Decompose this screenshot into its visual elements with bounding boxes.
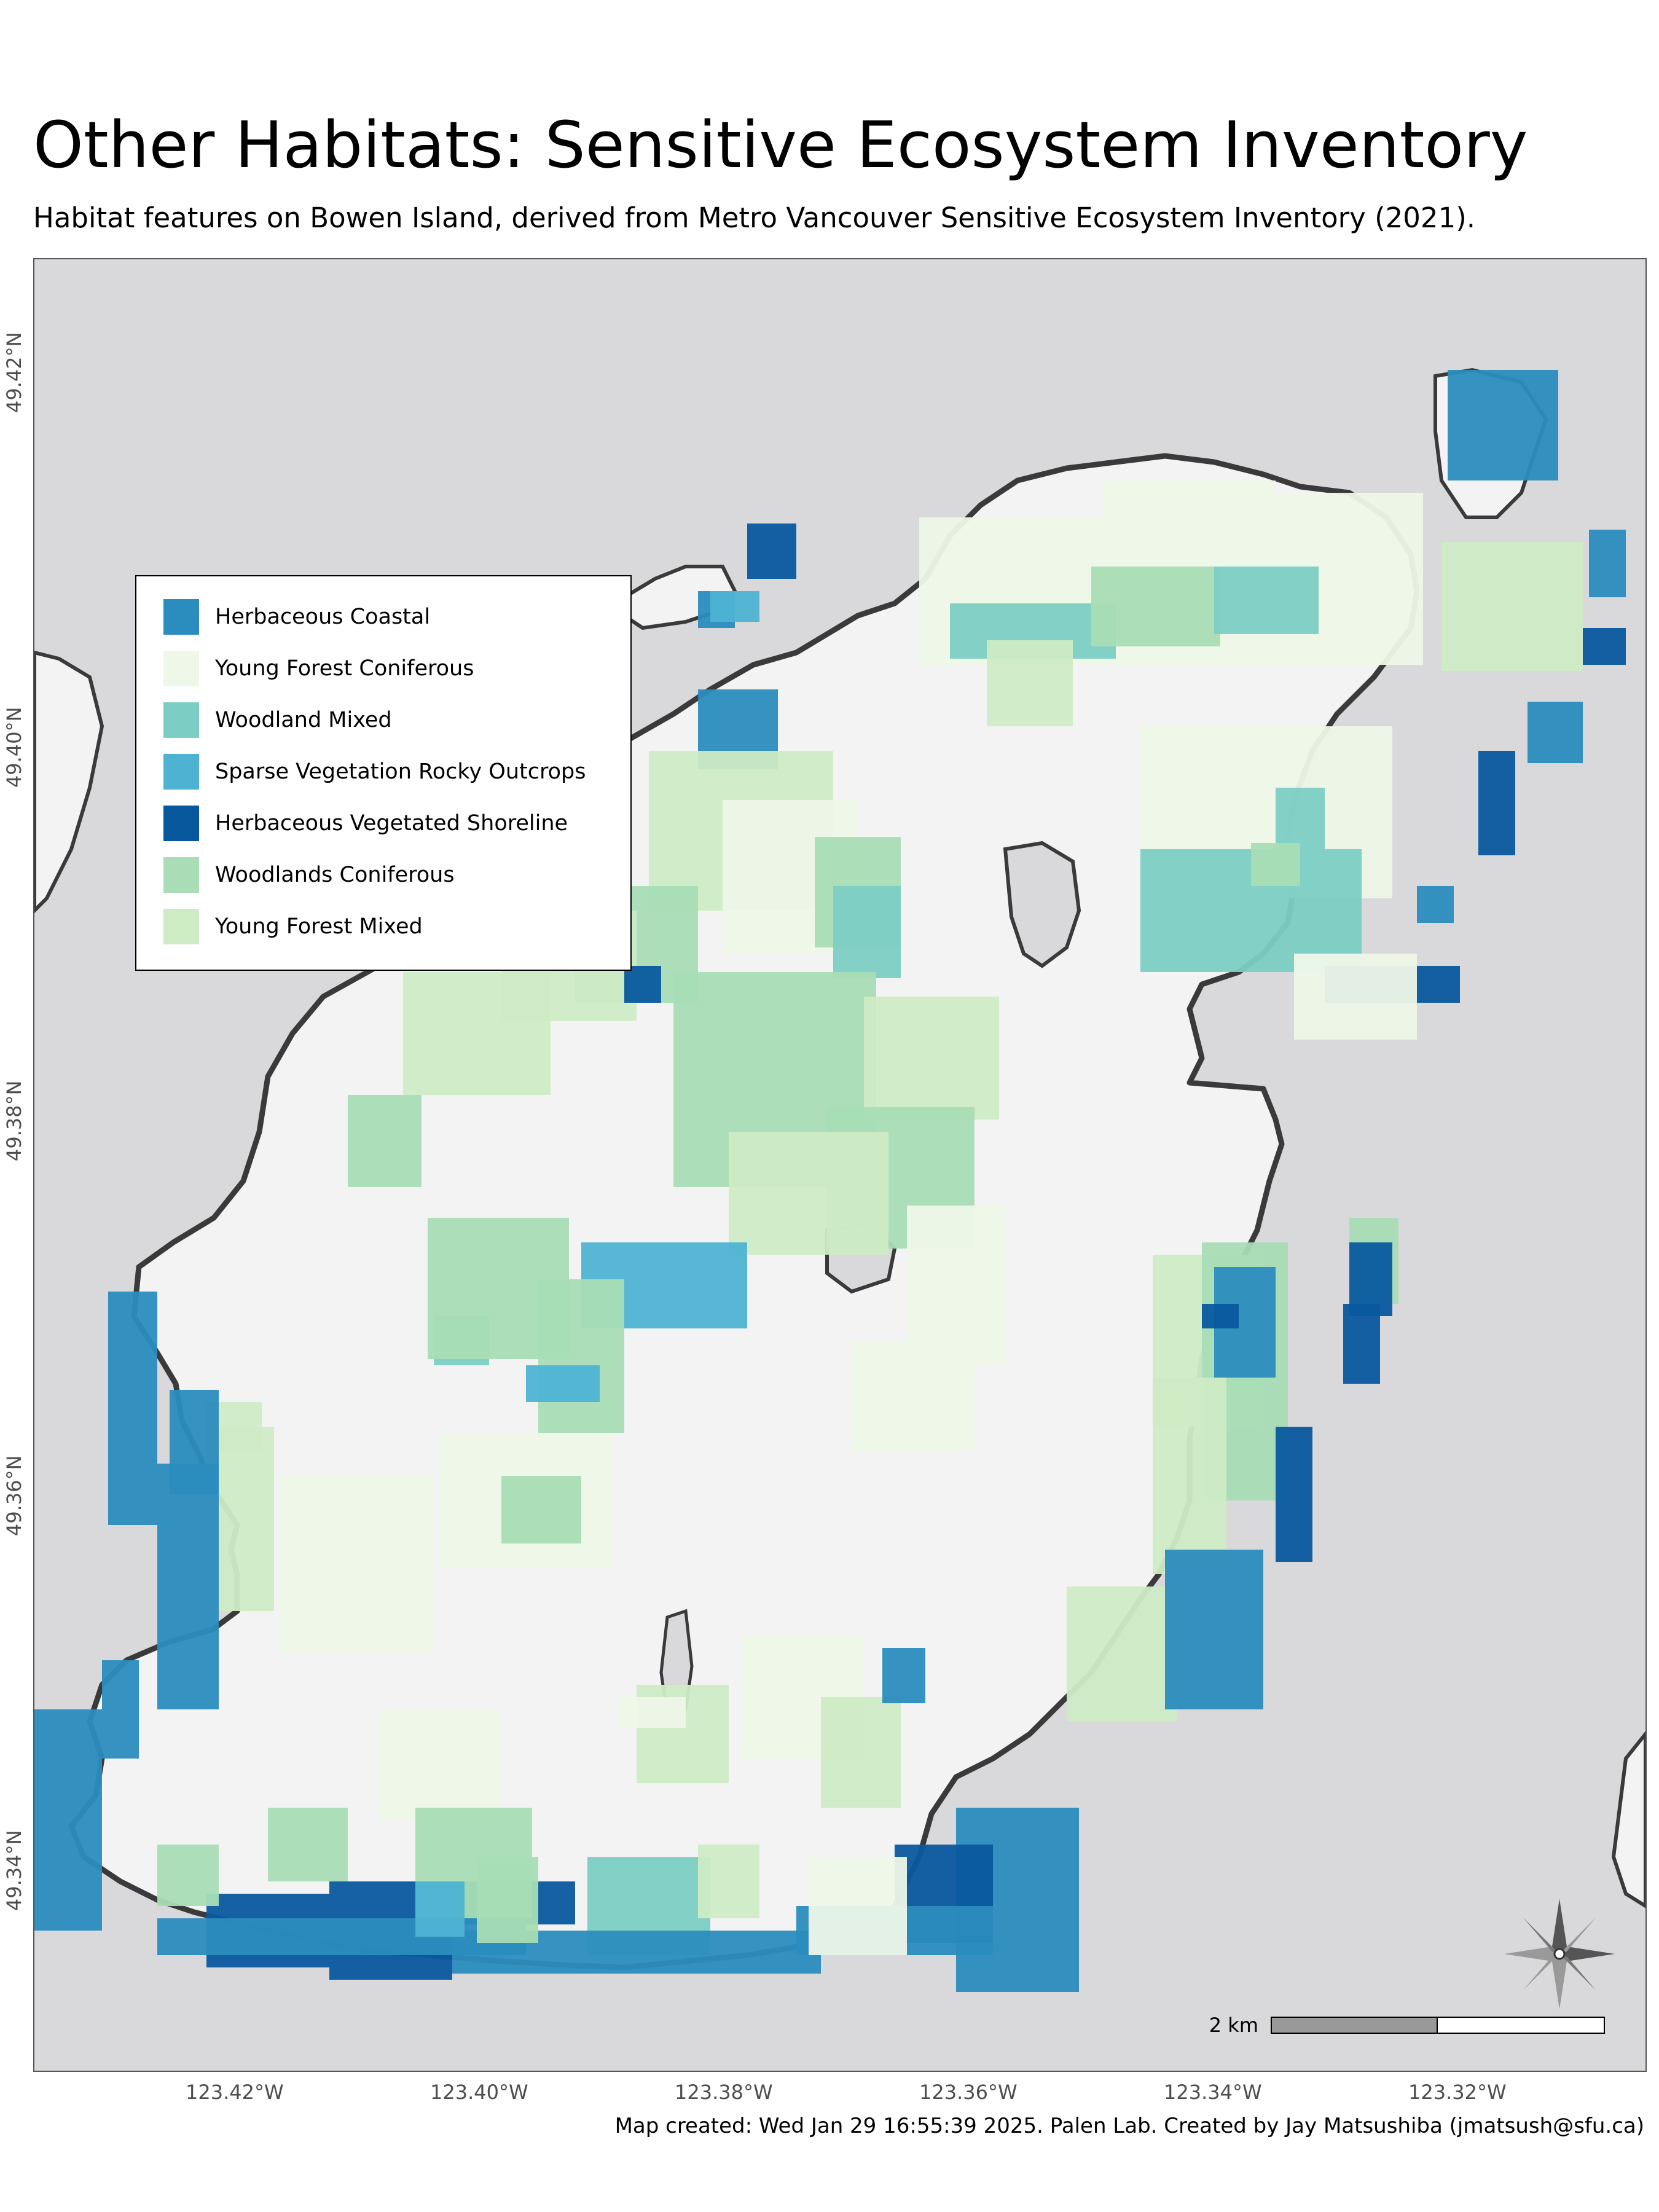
legend-swatch <box>163 754 199 790</box>
legend-label: Young Forest Mixed <box>215 914 423 939</box>
latitude-tick-label: 49.38°N <box>2 1080 26 1161</box>
habitat-patch <box>809 1857 907 1955</box>
habitat-patch <box>102 1660 139 1759</box>
latitude-tick-label: 49.34°N <box>2 1830 26 1911</box>
habitat-patch <box>157 1464 219 1709</box>
habitat-patch <box>1448 370 1558 480</box>
habitat-patch <box>864 997 999 1120</box>
longitude-tick-label: 123.38°W <box>675 2081 773 2104</box>
mainland-right <box>1611 1731 1645 1908</box>
habitat-patch <box>907 1206 1005 1365</box>
habitat-patch <box>157 1845 219 1906</box>
longitude-tick-label: 123.42°W <box>186 2081 284 2104</box>
scale-segment-dark <box>1271 2017 1438 2034</box>
habitat-patch <box>882 1648 925 1703</box>
habitat-patch <box>1589 530 1626 597</box>
habitat-patch <box>1441 542 1583 671</box>
legend-swatch <box>163 909 199 944</box>
habitat-patch <box>833 886 901 978</box>
habitat-patch <box>268 1808 348 1881</box>
habitat-patch <box>280 1476 434 1654</box>
habitat-patch <box>1528 702 1583 763</box>
habitat-patch <box>1276 788 1325 849</box>
habitat-patch <box>852 1341 975 1451</box>
habitat-patch <box>1294 954 1417 1040</box>
latitude-tick-label: 49.42°N <box>2 332 26 413</box>
scale-bar: 2 km <box>1209 2012 1605 2039</box>
habitat-patch <box>1349 1242 1392 1316</box>
habitat-patch <box>378 1709 501 1820</box>
longitude-tick-label: 123.34°W <box>1164 2081 1262 2104</box>
habitat-patch <box>821 1697 901 1808</box>
habitat-patch <box>108 1292 157 1525</box>
habitat-patch <box>710 591 759 622</box>
legend-item: Herbaceous Vegetated Shoreline <box>163 806 568 841</box>
habitat-patch <box>1276 1427 1312 1562</box>
legend-label: Sparse Vegetation Rocky Outcrops <box>215 759 586 784</box>
habitat-patches <box>34 370 1626 1992</box>
habitat-patch <box>624 966 661 1003</box>
habitat-patch <box>477 1857 538 1943</box>
map-subtitle: Habitat features on Bowen Island, derive… <box>33 202 1476 234</box>
habitat-patch <box>403 972 551 1095</box>
legend-swatch <box>163 702 199 738</box>
map-title: Other Habitats: Sensitive Ecosystem Inve… <box>33 108 1528 182</box>
map-panel[interactable]: Herbaceous Coastal Young Forest Coniferou… <box>33 258 1647 2072</box>
habitat-patch <box>1214 567 1319 634</box>
habitat-patch <box>1583 628 1626 665</box>
habitat-patch <box>1202 1304 1239 1328</box>
legend-label: Woodlands Coniferous <box>215 863 455 887</box>
habitat-patch <box>1091 567 1220 646</box>
habitat-patch <box>747 524 796 579</box>
habitat-patch <box>698 1845 759 1918</box>
latitude-tick-label: 49.40°N <box>2 707 26 788</box>
legend-item: Young Forest Coniferous <box>163 651 474 686</box>
habitat-patch <box>34 1709 102 1931</box>
habitat-patch <box>1417 886 1454 923</box>
legend-item: Sparse Vegetation Rocky Outcrops <box>163 754 586 790</box>
scale-label: 2 km <box>1209 2014 1258 2037</box>
habitat-patch <box>1251 843 1300 886</box>
habitat-patch <box>1165 1550 1263 1709</box>
map-caption: Map created: Wed Jan 29 16:55:39 2025. P… <box>614 2114 1644 2138</box>
longitude-tick-label: 123.40°W <box>430 2081 528 2104</box>
legend-item: Woodland Mixed <box>163 702 392 738</box>
habitat-patch <box>729 1132 888 1255</box>
legend-item: Young Forest Mixed <box>163 909 423 944</box>
habitat-patch <box>1067 1586 1177 1722</box>
habitat-patch <box>501 1476 581 1543</box>
habitat-patch <box>348 1095 422 1187</box>
compass-rose-icon <box>1504 1899 1615 2009</box>
legend-label: Herbaceous Vegetated Shoreline <box>215 811 568 836</box>
map-canvas <box>34 259 1645 2071</box>
legend-swatch <box>163 806 199 841</box>
habitat-patch <box>1343 1304 1380 1384</box>
map-legend: Herbaceous Coastal Young Forest Coniferou… <box>135 575 632 971</box>
legend-swatch <box>163 857 199 893</box>
habitat-patch <box>1153 1378 1226 1574</box>
legend-item: Woodlands Coniferous <box>163 857 455 893</box>
habitat-patch <box>987 640 1073 726</box>
habitat-patch <box>415 1881 465 1937</box>
habitat-patch <box>618 1697 686 1728</box>
habitat-patch <box>526 1365 600 1402</box>
legend-item: Herbaceous Coastal <box>163 599 431 635</box>
legend-label: Herbaceous Coastal <box>215 605 431 629</box>
lake-killarney <box>1003 841 1081 968</box>
scale-segment-light <box>1438 2017 1605 2034</box>
longitude-tick-label: 123.36°W <box>919 2081 1018 2104</box>
habitat-patch <box>1478 751 1515 855</box>
mainland-left <box>34 650 104 914</box>
legend-label: Woodland Mixed <box>215 708 392 732</box>
habitat-patch <box>538 1279 624 1433</box>
latitude-tick-label: 49.36°N <box>2 1455 26 1536</box>
longitude-tick-label: 123.32°W <box>1408 2081 1507 2104</box>
legend-swatch <box>163 599 199 635</box>
legend-label: Young Forest Coniferous <box>215 656 474 681</box>
legend-swatch <box>163 651 199 686</box>
